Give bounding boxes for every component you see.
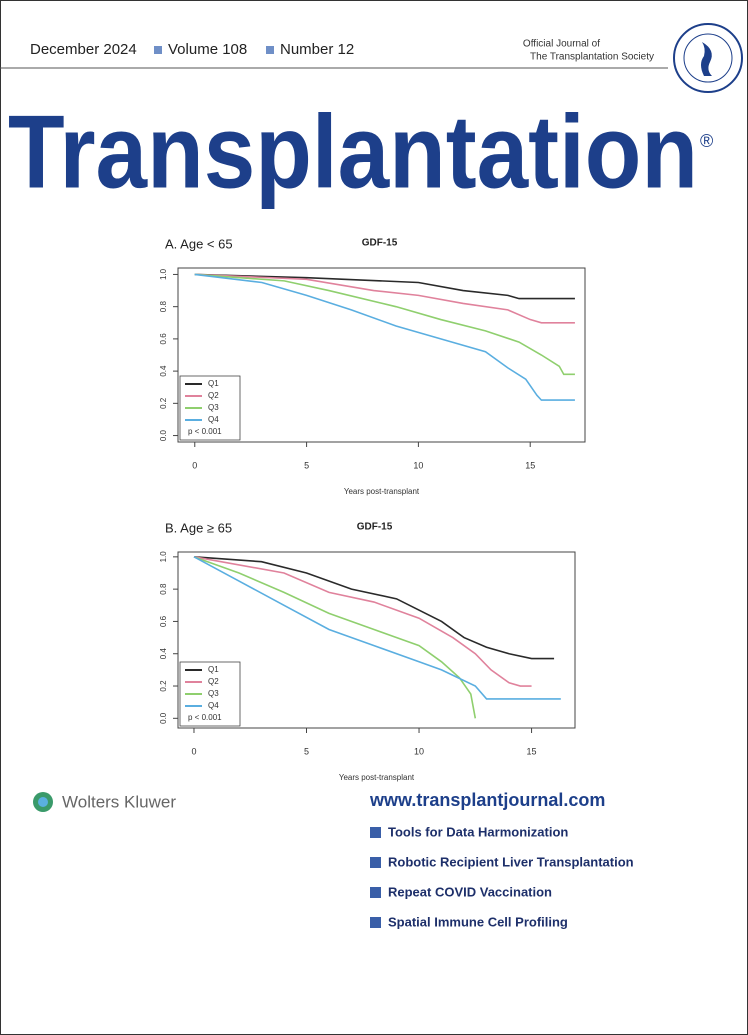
topic: Repeat COVID Vaccination xyxy=(388,884,552,899)
panel-label: A. Age < 65 xyxy=(165,236,233,251)
annotation: p < 0.001 xyxy=(188,427,222,436)
issue-number: Number 12 xyxy=(280,41,354,58)
chart-title: GDF-15 xyxy=(357,522,393,533)
legend-label: Q3 xyxy=(208,689,219,698)
topic: Tools for Data Harmonization xyxy=(388,824,568,839)
y-tick-label: 0.0 xyxy=(159,712,168,724)
x-tick-label: 15 xyxy=(527,746,537,756)
y-tick-label: 0.8 xyxy=(159,583,168,595)
topic: Spatial Immune Cell Profiling xyxy=(388,914,568,929)
x-tick-label: 10 xyxy=(414,746,424,756)
x-axis-label: Years post-transplant xyxy=(339,773,415,782)
legend-label: Q4 xyxy=(208,415,219,424)
survival-curve xyxy=(193,556,561,700)
seal-icon xyxy=(701,42,712,76)
y-tick-label: 0.4 xyxy=(159,365,168,377)
y-tick-label: 0.6 xyxy=(159,333,168,345)
bullet xyxy=(370,857,381,868)
x-tick-label: 5 xyxy=(304,746,309,756)
issue-date: December 2024 xyxy=(30,41,137,58)
figure: A. Age < 65 GDF-15 0.0 0.2 0.4 0.6 0.8 1.0 0 5 10 1… xyxy=(159,236,586,782)
society-line: The Transplantation Society xyxy=(530,52,654,63)
survival-curve xyxy=(194,273,575,376)
plot-frame xyxy=(177,267,586,443)
survival-curve xyxy=(193,556,532,687)
journal-title: Transplantation xyxy=(8,94,698,210)
topic: Robotic Recipient Liver Transplantation xyxy=(388,854,634,869)
plot-frame xyxy=(177,551,576,729)
survival-curve xyxy=(194,273,575,300)
x-tick-label: 10 xyxy=(413,460,423,470)
legend-label: Q2 xyxy=(208,391,219,400)
x-tick-label: 15 xyxy=(525,460,535,470)
legend-label: Q3 xyxy=(208,403,219,412)
y-tick-label: 0.2 xyxy=(159,397,168,409)
topic-list: Tools for Data Harmonization Robotic Reci… xyxy=(370,824,634,929)
survival-curve xyxy=(193,556,555,660)
survival-curve xyxy=(193,556,477,719)
x-axis-label: Years post-transplant xyxy=(344,487,420,496)
y-tick-label: 0.6 xyxy=(159,615,168,627)
legend-label: Q1 xyxy=(208,379,219,388)
survival-curve xyxy=(194,273,575,401)
legend-label: Q4 xyxy=(208,701,219,710)
y-tick-label: 1.0 xyxy=(159,268,168,280)
y-tick-label: 0.4 xyxy=(159,648,168,660)
bullet xyxy=(370,887,381,898)
x-tick-label: 5 xyxy=(304,460,309,470)
separator xyxy=(154,46,162,54)
website: www.transplantjournal.com xyxy=(369,790,605,810)
society-seal xyxy=(683,33,733,83)
y-tick-label: 0.0 xyxy=(159,429,168,441)
registered-mark: ® xyxy=(700,131,713,151)
panel-label: B. Age ≥ 65 xyxy=(165,520,232,535)
issue-volume: Volume 108 xyxy=(168,41,247,58)
y-tick-label: 0.2 xyxy=(159,680,168,692)
separator xyxy=(266,46,274,54)
legend-label: Q2 xyxy=(208,677,219,686)
publisher: Wolters Kluwer xyxy=(62,792,176,811)
bullet xyxy=(370,827,381,838)
y-tick-label: 0.8 xyxy=(159,301,168,313)
survival-curve xyxy=(194,273,575,324)
publisher-logo xyxy=(38,797,48,807)
legend-label: Q1 xyxy=(208,665,219,674)
chart-title: GDF-15 xyxy=(362,238,398,249)
annotation: p < 0.001 xyxy=(188,713,222,722)
x-tick-label: 0 xyxy=(192,460,197,470)
x-tick-label: 0 xyxy=(191,746,196,756)
bullet xyxy=(370,917,381,928)
y-tick-label: 1.0 xyxy=(159,551,168,563)
society-line: Official Journal of xyxy=(523,39,600,50)
